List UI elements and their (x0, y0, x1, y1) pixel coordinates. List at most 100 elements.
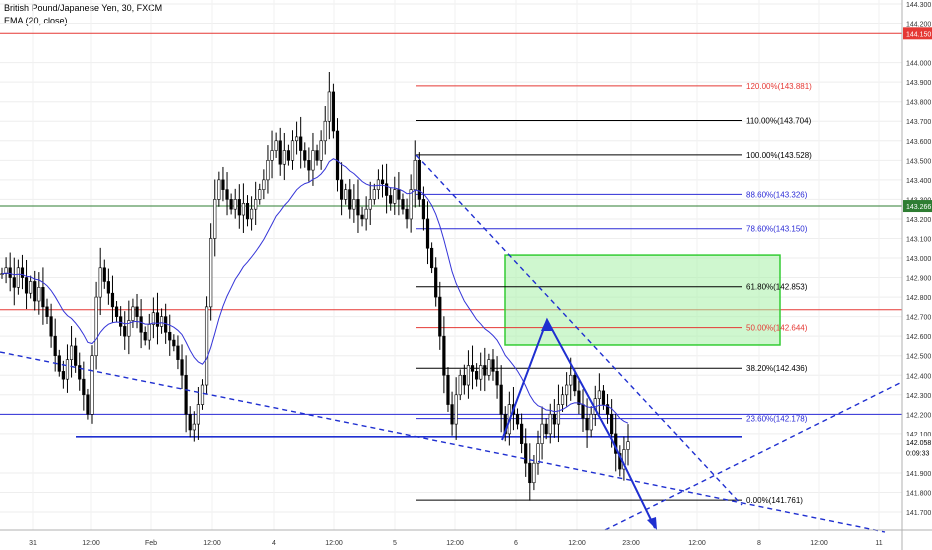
fib-level-label: 100.00%(143.528) (746, 151, 812, 160)
candle-body (430, 247, 434, 269)
candle-body (323, 120, 327, 142)
candle-body (102, 267, 106, 282)
candle-body (78, 365, 82, 380)
candle-body (487, 359, 491, 376)
candle-body (16, 267, 20, 288)
candle-body (245, 203, 250, 220)
x-tick-label: 11 (875, 540, 882, 547)
candle-body (8, 267, 12, 278)
candle-body (119, 316, 123, 327)
candle-body (221, 179, 225, 190)
candle-body (327, 91, 331, 122)
candle-body (421, 199, 426, 220)
candle-body (601, 390, 606, 405)
candle-body (556, 404, 561, 425)
candle-body (286, 150, 291, 161)
y-tick-label: 144.200 (906, 22, 931, 29)
candle-body (61, 371, 65, 380)
candle-body (274, 140, 278, 151)
candle-body (372, 189, 376, 200)
candle-body (438, 296, 442, 337)
candle-body (339, 179, 344, 200)
candle-body (123, 326, 127, 337)
candle-body (65, 359, 70, 380)
candle-body (254, 199, 258, 210)
candle-body (299, 136, 303, 151)
fib-level-label: 61.80%(142.853) (746, 283, 808, 292)
candle-body (147, 324, 151, 341)
x-tick-label: 12:00 (810, 540, 828, 547)
candle-body (544, 423, 548, 435)
indicator-label: EMA (20, close) (4, 16, 68, 26)
candle-body (622, 449, 626, 470)
price-tag-label: 142.058 (906, 440, 931, 447)
candle-body (45, 306, 49, 317)
candle-body (479, 365, 483, 380)
candle-body (581, 404, 585, 419)
candle-body (577, 390, 581, 405)
target-zone-layer (504, 254, 781, 346)
candle-body (413, 160, 417, 190)
fib-level-label: 88.60%(143.326) (746, 190, 808, 199)
y-tick-label: 144.000 (906, 61, 931, 68)
x-tick-label: 12:00 (203, 540, 221, 547)
x-tick-label: 12:00 (688, 540, 706, 547)
candle-body (196, 404, 200, 425)
candle-body (278, 140, 282, 165)
candle-body (131, 306, 135, 321)
candle-body (348, 189, 352, 210)
candle-body (319, 140, 323, 161)
y-tick-label: 143.200 (906, 217, 931, 224)
price-tag (903, 200, 932, 213)
y-tick-label: 141.800 (906, 491, 931, 498)
candle-body (266, 160, 270, 181)
candle-body (127, 320, 131, 337)
y-tick-label: 143.900 (906, 80, 931, 87)
candle-body (209, 238, 213, 308)
price-tag (903, 446, 932, 459)
candle-body (470, 365, 475, 372)
fibonacci-layer: 120.00%(143.881) 110.00%(143.704) 100.00%(… (416, 82, 812, 505)
price-tag-label: 0:09:33 (906, 450, 929, 457)
candle-body (364, 208, 368, 220)
candle-body (569, 374, 573, 386)
candle-body (585, 417, 589, 431)
candle-body (135, 306, 139, 317)
candle-body (33, 281, 37, 302)
candle-body (12, 277, 16, 288)
candle-body (74, 345, 78, 366)
y-tick-label: 142.200 (906, 412, 931, 419)
candle-body (610, 414, 614, 435)
x-tick-label: 12:00 (446, 540, 464, 547)
candle-body (258, 189, 262, 200)
candle-body (307, 160, 311, 171)
candle-body (204, 306, 209, 386)
y-tick-label: 143.400 (906, 178, 931, 185)
time-axis: 31 12:00 Feb 12:00 4 12:00 5 12:00 6 12:00 23:00 12… (29, 540, 883, 547)
candle-body (143, 331, 147, 341)
candle-body (589, 414, 593, 431)
candle-body (237, 199, 241, 216)
candle-body (536, 443, 540, 464)
candle-body (200, 384, 205, 405)
candle-body (573, 374, 577, 392)
candles-layer (0, 71, 630, 501)
candle-body (352, 199, 356, 210)
x-tick-label: 23:00 (622, 540, 640, 547)
candle-body (41, 287, 45, 308)
candle-body (446, 374, 450, 405)
candle-body (155, 312, 160, 327)
candle-body (110, 292, 115, 308)
candle-body (401, 199, 405, 210)
candle-body (368, 199, 372, 210)
y-tick-label: 143.100 (906, 236, 931, 243)
candle-body (532, 462, 536, 484)
y-tick-label: 142.700 (906, 315, 931, 322)
fib-level-label: 78.60%(143.150) (746, 225, 808, 234)
candle-body (520, 423, 524, 444)
y-tick-label: 142.100 (906, 432, 931, 439)
arrow-head-up-icon (541, 318, 552, 331)
y-tick-label: 142.500 (906, 354, 931, 361)
y-tick-label: 143.800 (906, 100, 931, 107)
